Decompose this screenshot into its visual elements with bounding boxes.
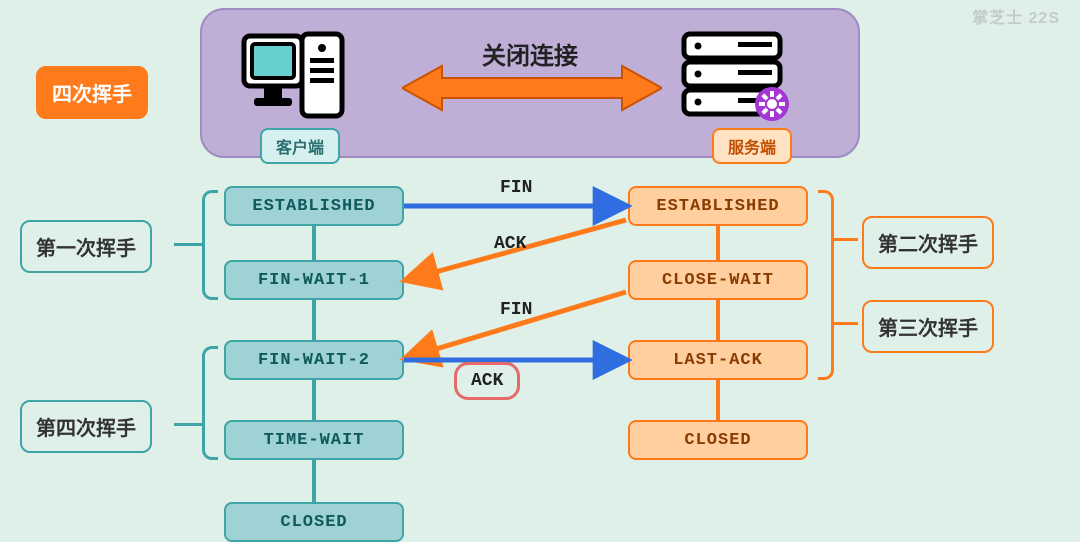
computer-icon (240, 28, 350, 124)
msg-ack1: ACK (494, 234, 526, 254)
client-conn-line (312, 380, 316, 420)
server-conn-line (716, 300, 720, 340)
bracket-step4 (202, 346, 218, 460)
bracket-tick (174, 423, 202, 426)
top-panel: 关闭连接 客户端 服务端 (200, 8, 860, 158)
msg-fin1: FIN (500, 178, 532, 198)
double-arrow-icon (402, 64, 662, 112)
step1-badge: 第一次挥手 (20, 220, 152, 273)
watermark-text: 掌芝士 22S (972, 4, 1060, 28)
client-conn-line (312, 226, 316, 260)
client-conn-line (312, 460, 316, 502)
client-state-finwait1: FIN-WAIT-1 (224, 260, 404, 300)
server-state-lastack: LAST-ACK (628, 340, 808, 380)
client-state-timewait: TIME-WAIT (224, 420, 404, 460)
client-state-finwait2: FIN-WAIT-2 (224, 340, 404, 380)
bracket-tick (174, 243, 202, 246)
client-state-established: ESTABLISHED (224, 186, 404, 226)
bracket-step23 (818, 190, 834, 380)
client-conn-line (312, 300, 316, 340)
msg-fin2: FIN (500, 300, 532, 320)
client-state-closed: CLOSED (224, 502, 404, 542)
step3-badge: 第三次挥手 (862, 300, 994, 353)
server-state-closed: CLOSED (628, 420, 808, 460)
bracket-step1 (202, 190, 218, 300)
bracket-tick (834, 238, 858, 241)
server-label: 服务端 (712, 128, 792, 164)
step4-badge: 第四次挥手 (20, 400, 152, 453)
server-icon (678, 28, 798, 128)
title-badge: 四次挥手 (36, 66, 148, 119)
client-label: 客户端 (260, 128, 340, 164)
server-state-established: ESTABLISHED (628, 186, 808, 226)
server-state-closewait: CLOSE-WAIT (628, 260, 808, 300)
server-conn-line (716, 380, 720, 420)
step2-badge: 第二次挥手 (862, 216, 994, 269)
msg-ack2-highlight: ACK (454, 362, 520, 400)
bracket-tick (834, 322, 858, 325)
server-conn-line (716, 226, 720, 260)
